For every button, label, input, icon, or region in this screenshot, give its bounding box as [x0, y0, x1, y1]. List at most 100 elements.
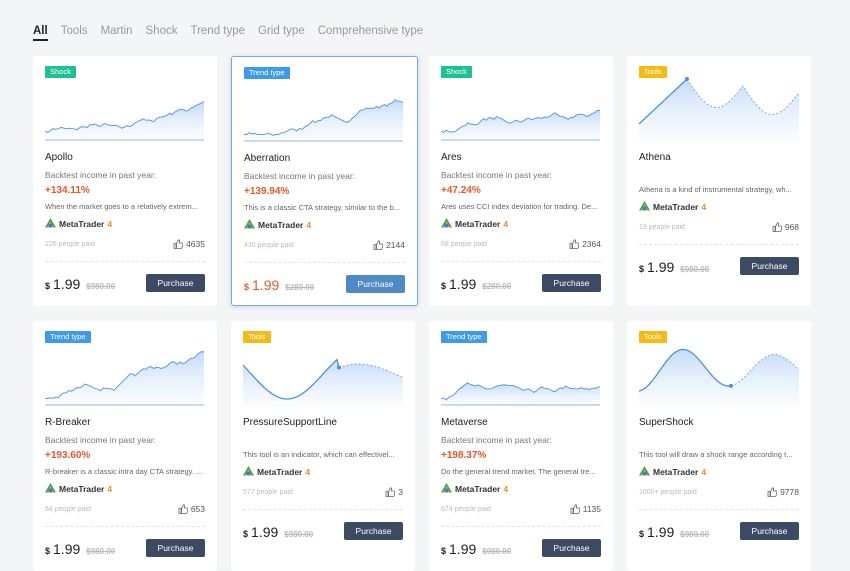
income-label: Backtest income in past year:: [441, 435, 553, 445]
price-value: 1.99: [251, 524, 279, 540]
strategy-card[interactable]: Tools PressureSupportLine This tool is an …: [231, 321, 415, 571]
tag: Tools: [639, 331, 667, 343]
tab[interactable]: Martin: [100, 25, 133, 37]
likes: 653: [178, 504, 205, 514]
strategy-name: PressureSupportLine: [243, 417, 337, 428]
strategy-card[interactable]: Trend type Aberration Backtest income in p…: [231, 56, 418, 306]
tab[interactable]: Shock: [145, 25, 178, 37]
strategy-name: Ares: [441, 152, 462, 163]
price-value: 1.99: [252, 277, 280, 293]
price: $1.99 $280.00: [441, 276, 511, 292]
sparkline-line: [638, 348, 732, 392]
platform-version: 4: [306, 219, 312, 230]
sparkline-marker: [685, 77, 689, 81]
original-price: $980.00: [86, 282, 116, 291]
purchase-button[interactable]: Purchase: [146, 539, 205, 557]
platform: MetaTrader 4: [441, 218, 508, 229]
price-value: 1.99: [53, 276, 81, 292]
separator: [639, 509, 799, 510]
purchase-button[interactable]: Purchase: [542, 274, 601, 292]
platform: MetaTrader 4: [45, 483, 112, 494]
description: This tool will draw a shock range accord…: [639, 450, 793, 459]
tab[interactable]: Comprehensive type: [317, 25, 424, 37]
currency: $: [639, 264, 645, 274]
platform-name: MetaTrader: [258, 219, 304, 230]
tab[interactable]: Grid type: [258, 25, 305, 37]
separator: [243, 509, 403, 510]
purchase-button[interactable]: Purchase: [542, 539, 601, 557]
description: This is a classic CTA strategy, similar …: [244, 203, 401, 212]
sparkline-forecast: [686, 78, 800, 116]
strategy-card[interactable]: Shock Ares Backtest income in past year: +4…: [429, 56, 613, 306]
sparkline-line: [242, 358, 340, 400]
platform: MetaTrader 4: [243, 466, 310, 477]
sparkline: [440, 382, 601, 406]
currency: $: [45, 546, 51, 556]
description: R-breaker is a classic intra day CTA str…: [45, 467, 203, 476]
likes: 2144: [373, 240, 405, 250]
sparkline: [440, 109, 601, 141]
like-count: 9778: [780, 487, 799, 497]
sparkline-line: [440, 109, 601, 134]
strategy-card[interactable]: Tools SuperShock This tool will draw a sho…: [627, 321, 811, 571]
price: $1.99 $280.00: [244, 277, 314, 293]
original-price: $280.00: [482, 282, 512, 291]
price: $1.99 $980.00: [45, 276, 115, 292]
price-value: 1.99: [53, 541, 81, 557]
currency: $: [441, 281, 447, 291]
paid-count: 68 people paid: [441, 241, 487, 248]
platform-version: 4: [107, 218, 113, 229]
purchase-button[interactable]: Purchase: [740, 257, 799, 275]
price: $1.99 $980.00: [45, 541, 115, 557]
sparkline: [638, 348, 800, 407]
income-value: +139.94%: [244, 186, 290, 197]
sparkline-line: [638, 78, 688, 125]
price: $1.99 $980.00: [639, 524, 709, 540]
income-value: +193.60%: [45, 450, 91, 461]
sparkline: [242, 358, 404, 407]
platform-version: 4: [503, 483, 509, 494]
purchase-button[interactable]: Purchase: [344, 522, 403, 540]
strategy-name: SuperShock: [639, 417, 694, 428]
original-price: $980.00: [680, 530, 710, 539]
purchase-button[interactable]: Purchase: [740, 522, 799, 540]
tab[interactable]: Tools: [60, 25, 88, 37]
paid-count: 1000+ people paid: [639, 489, 697, 496]
like-count: 2144: [386, 240, 405, 250]
strategy-card[interactable]: Trend type R-Breaker Backtest income in pa…: [33, 321, 217, 571]
separator: [45, 526, 205, 527]
purchase-button[interactable]: Purchase: [146, 274, 205, 292]
paid-count: 674 people paid: [441, 506, 491, 513]
strategy-name: R-Breaker: [45, 417, 91, 428]
purchase-button[interactable]: Purchase: [346, 275, 405, 293]
platform-name: MetaTrader: [653, 466, 699, 477]
income-label: Backtest income in past year:: [441, 170, 553, 180]
strategy-card[interactable]: Tools Athena Athena is a kind of instrumen…: [627, 56, 811, 306]
sparkline-area: [45, 101, 204, 140]
sparkline: [638, 77, 800, 142]
likes: 3: [385, 487, 403, 497]
likes: 4635: [173, 239, 205, 249]
platform-version: 4: [305, 466, 311, 477]
platform: MetaTrader 4: [244, 219, 311, 230]
sparkline-forecast: [338, 363, 404, 378]
description: This tool is an indicator, which can eff…: [243, 450, 395, 459]
like-count: 3: [398, 487, 403, 497]
strategy-card[interactable]: Shock Apollo Backtest income in past year:…: [33, 56, 217, 306]
tab[interactable]: All: [33, 25, 48, 41]
sparkline-area: [639, 79, 799, 142]
income-label: Backtest income in past year:: [244, 171, 356, 181]
platform: MetaTrader 4: [639, 201, 706, 212]
strategy-card[interactable]: Trend type Metaverse Backtest income in pa…: [429, 321, 613, 571]
tag: Shock: [441, 66, 472, 78]
platform-version: 4: [701, 466, 707, 477]
sparkline-area: [244, 99, 403, 141]
tab[interactable]: Trend type: [190, 25, 246, 37]
sparkline-forecast: [730, 353, 800, 387]
income-value: +47.24%: [441, 185, 481, 196]
income-label: Backtest income in past year:: [45, 435, 157, 445]
price-value: 1.99: [449, 541, 477, 557]
strategy-name: Apollo: [45, 152, 73, 163]
platform-version: 4: [107, 483, 113, 494]
